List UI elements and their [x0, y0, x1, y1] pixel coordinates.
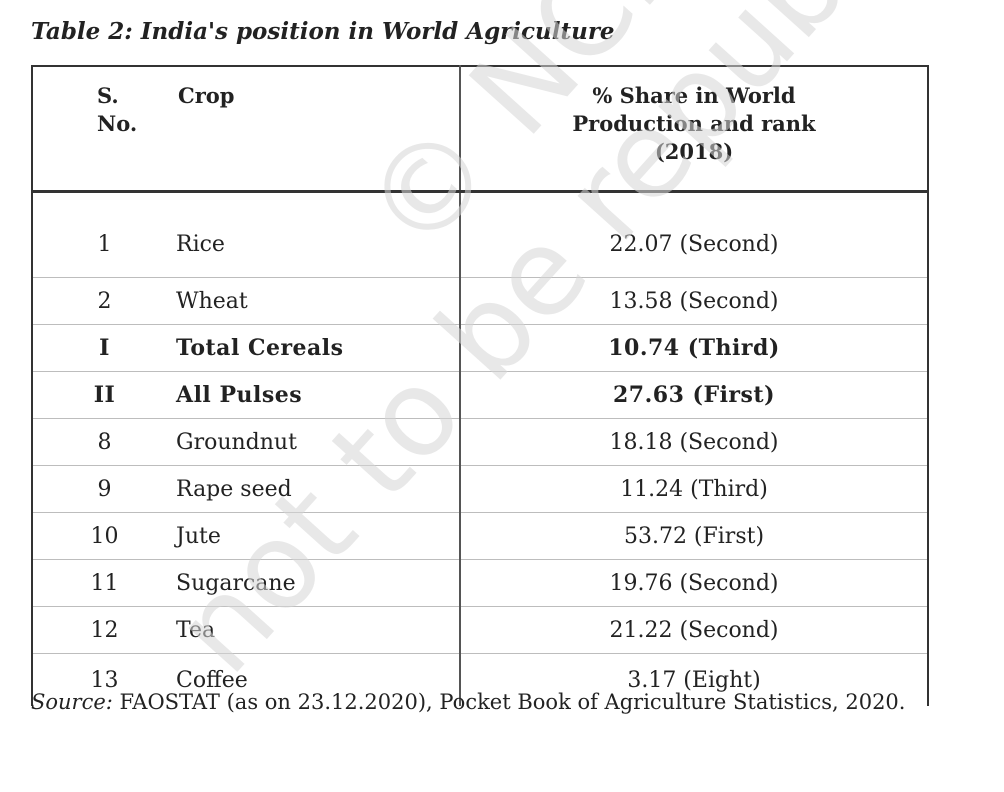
- cell-share: 13.58 (Second): [460, 277, 928, 325]
- table-row: 12 Tea 21.22 (Second): [32, 606, 928, 654]
- agriculture-table: S. No. Crop % Share in World Production …: [31, 65, 929, 706]
- cell-crop: Coffee: [176, 653, 461, 706]
- cell-share: 53.72 (First): [460, 512, 928, 560]
- cell-crop: Rape seed: [176, 465, 461, 513]
- cell-sno: 9: [32, 465, 176, 513]
- cell-share: 19.76 (Second): [460, 559, 928, 607]
- cell-share: 27.63 (First): [460, 371, 928, 419]
- cell-share: 18.18 (Second): [460, 418, 928, 466]
- cell-share: 3.17 (Eight): [627, 667, 761, 693]
- cell-sno: I: [32, 324, 176, 372]
- cell-crop: Jute: [176, 512, 461, 560]
- cell-sno: 11: [32, 559, 176, 607]
- cell-sno: 8: [32, 418, 176, 466]
- cell-sno: 2: [32, 277, 176, 325]
- table-row: 1 Rice 22.07 (Second): [32, 191, 928, 278]
- cell-share: 22.07 (Second): [460, 191, 928, 278]
- header-crop: Crop: [176, 66, 461, 193]
- table-row: 11 Sugarcane 19.76 (Second): [32, 559, 928, 607]
- cell-crop: Groundnut: [176, 418, 461, 466]
- source-note: Source: FAOSTAT (as on 23.12.2020), Pock…: [31, 690, 905, 714]
- header-share-line: Production and rank: [572, 111, 816, 136]
- table-row: 10 Jute 53.72 (First): [32, 512, 928, 560]
- cell-crop: Wheat: [176, 277, 461, 325]
- table-header-row: S. No. Crop % Share in World Production …: [32, 66, 928, 193]
- header-sno: S. No.: [32, 66, 176, 193]
- cell-sno: 12: [32, 606, 176, 654]
- table-row: 13 Coffee 3.17 (Eight): [32, 653, 928, 706]
- cell-crop: Sugarcane: [176, 559, 461, 607]
- cell-crop: Total Cereals: [176, 324, 461, 372]
- header-share-line: (2018): [654, 139, 734, 164]
- cell-share: 21.22 (Second): [460, 606, 928, 654]
- cell-sno: 10: [32, 512, 176, 560]
- header-share: % Share in World Production and rank (20…: [460, 66, 928, 193]
- table-row: 9 Rape seed 11.24 (Third): [32, 465, 928, 513]
- cell-crop: Rice: [176, 191, 461, 278]
- table-row: 2 Wheat 13.58 (Second): [32, 277, 928, 325]
- table-row: I Total Cereals 10.74 (Third): [32, 324, 928, 372]
- cell-sno: II: [32, 371, 176, 419]
- cell-sno: 13: [90, 667, 119, 693]
- table-caption: Table 2: India's position in World Agric…: [31, 18, 615, 45]
- cell-sno: 1: [32, 191, 176, 278]
- header-share-line: % Share in World: [592, 83, 796, 108]
- source-label: Source:: [31, 690, 113, 714]
- table-row: 8 Groundnut 18.18 (Second): [32, 418, 928, 466]
- cell-share: 11.24 (Third): [460, 465, 928, 513]
- cell-share: 10.74 (Third): [460, 324, 928, 372]
- header-sno-line: No.: [97, 111, 138, 136]
- header-sno-line: S.: [97, 83, 119, 108]
- source-text: FAOSTAT (as on 23.12.2020), Pocket Book …: [112, 690, 906, 714]
- table-body: 1 Rice 22.07 (Second) 2 Wheat 13.58 (Second) I…: [32, 191, 928, 706]
- cell-crop: All Pulses: [176, 371, 461, 419]
- table-row: II All Pulses 27.63 (First): [32, 371, 928, 419]
- cell-crop: Tea: [176, 606, 461, 654]
